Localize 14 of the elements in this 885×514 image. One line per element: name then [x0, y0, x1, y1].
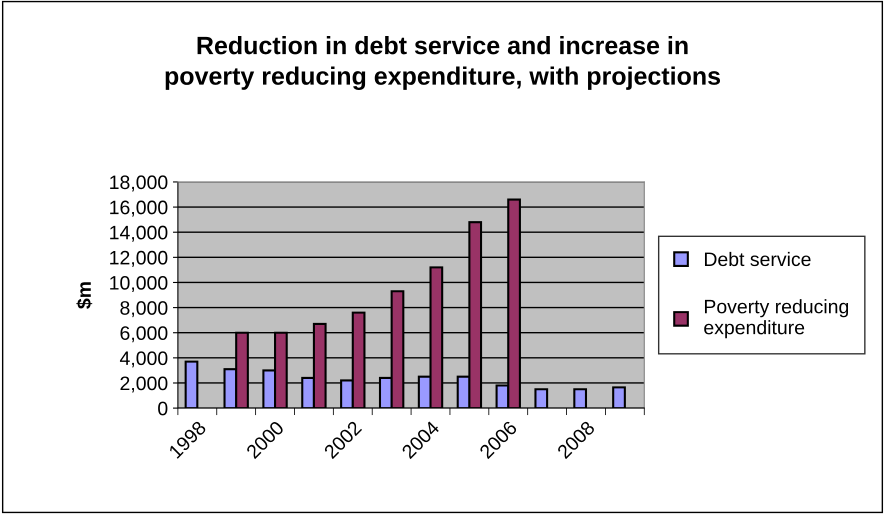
y-tick-label: 10,000: [110, 276, 168, 292]
y-tick-label: 18,000: [110, 175, 168, 192]
y-tick-label: 14,000: [110, 226, 168, 242]
y-tick-label: 4,000: [120, 351, 168, 368]
y-tick-label: 12,000: [110, 250, 168, 267]
y-tick-label: 2,000: [120, 376, 168, 393]
y-tick-label: 0: [158, 402, 168, 416]
y-tick-label: 6,000: [120, 326, 168, 342]
y-axis-title: $m: [76, 282, 92, 309]
legend-label: Poverty reducing expenditure: [704, 299, 848, 338]
y-tick-label: 16,000: [110, 200, 168, 217]
y-tick-label: 8,000: [120, 301, 168, 318]
chart-title: Reduction in debt service and increase in poverty reducing expenditure, with projections: [166, 36, 720, 90]
legend-label: Debt service: [704, 252, 811, 266]
